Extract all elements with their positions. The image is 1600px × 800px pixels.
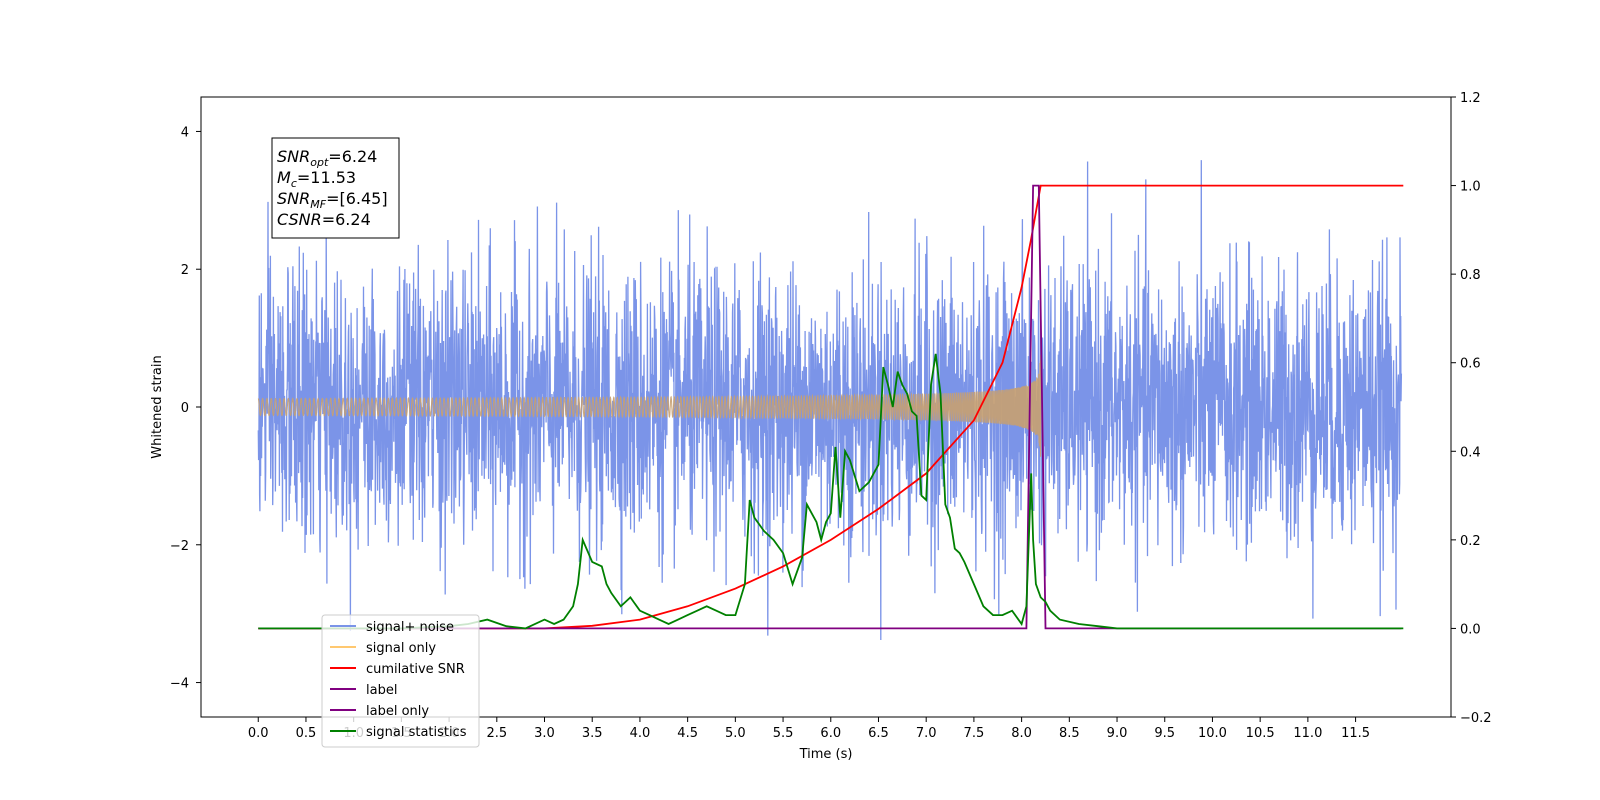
y2-tick-label: 0.2 bbox=[1460, 534, 1481, 549]
legend-frame bbox=[321, 614, 480, 748]
y2-tick-label: 0.6 bbox=[1460, 357, 1481, 372]
y2-tick-label: −0.2 bbox=[1460, 711, 1492, 726]
x-tick-label: 6.5 bbox=[868, 726, 889, 741]
annotation-line: SNRopt=6.24 bbox=[277, 147, 377, 169]
legend-label: signal+ noise bbox=[366, 620, 454, 635]
legend-label: cumilative SNR bbox=[366, 662, 465, 677]
x-tick-label: 8.0 bbox=[1011, 726, 1032, 741]
legend-label: signal statistics bbox=[366, 725, 467, 740]
x-tick-label: 10.0 bbox=[1198, 726, 1227, 741]
legend: signal+ noise signal only cumilative SNR la… bbox=[321, 614, 480, 748]
x-tick-label: 5.5 bbox=[773, 726, 794, 741]
axes-layer: 0.00.51.01.52.02.53.03.54.04.55.05.56.06… bbox=[170, 91, 1492, 741]
x-tick-label: 6.0 bbox=[820, 726, 841, 741]
x-tick-label: 9.0 bbox=[1107, 726, 1128, 741]
x-tick-label: 8.5 bbox=[1059, 726, 1080, 741]
x-tick-label: 0.5 bbox=[296, 726, 317, 741]
x-tick-label: 2.5 bbox=[486, 726, 507, 741]
series-layer bbox=[257, 160, 1404, 641]
y-tick-label: −4 bbox=[170, 677, 189, 692]
y-tick-label: −2 bbox=[170, 539, 189, 554]
x-tick-label: 0.0 bbox=[248, 726, 269, 741]
x-tick-label: 3.0 bbox=[534, 726, 555, 741]
y2-tick-label: 1.0 bbox=[1460, 180, 1481, 195]
y2-tick-label: 0.8 bbox=[1460, 268, 1481, 283]
legend-label: label only bbox=[366, 704, 429, 719]
x-axis-title: Time (s) bbox=[799, 747, 853, 762]
y-tick-label: 0 bbox=[181, 401, 189, 416]
series-cumilative-snr-line bbox=[258, 184, 1404, 630]
x-tick-label: 11.5 bbox=[1341, 726, 1370, 741]
legend-label: signal only bbox=[366, 641, 436, 656]
x-tick-label: 9.5 bbox=[1154, 726, 1175, 741]
x-tick-label: 7.0 bbox=[916, 726, 937, 741]
series-signal-statistics-line bbox=[258, 353, 1404, 630]
annotation-line: Mc=11.53 bbox=[277, 168, 356, 190]
x-tick-label: 3.5 bbox=[582, 726, 603, 741]
legend-label: label bbox=[366, 683, 397, 698]
y2-tick-label: 0.0 bbox=[1460, 622, 1481, 637]
y2-tick-label: 0.4 bbox=[1460, 445, 1481, 460]
x-tick-label: 7.5 bbox=[964, 726, 985, 741]
y-tick-label: 2 bbox=[181, 263, 189, 278]
annotation-line: CSNR=6.24 bbox=[277, 210, 371, 229]
series-signal-noise-line bbox=[257, 160, 1403, 641]
series-signal-only-line bbox=[257, 354, 1042, 457]
y-axis-title: Whitened strain bbox=[150, 355, 165, 458]
x-tick-label: 11.0 bbox=[1293, 726, 1322, 741]
x-tick-label: 5.0 bbox=[725, 726, 746, 741]
y2-tick-label: 1.2 bbox=[1460, 91, 1481, 106]
annotation-line: SNRMF=[6.45] bbox=[277, 189, 388, 211]
series-label-line bbox=[258, 184, 1402, 630]
x-tick-label: 4.0 bbox=[630, 726, 651, 741]
x-tick-label: 4.5 bbox=[677, 726, 698, 741]
annotation-frame bbox=[271, 137, 400, 239]
y-tick-label: 4 bbox=[181, 125, 189, 140]
x-tick-label: 10.5 bbox=[1246, 726, 1275, 741]
